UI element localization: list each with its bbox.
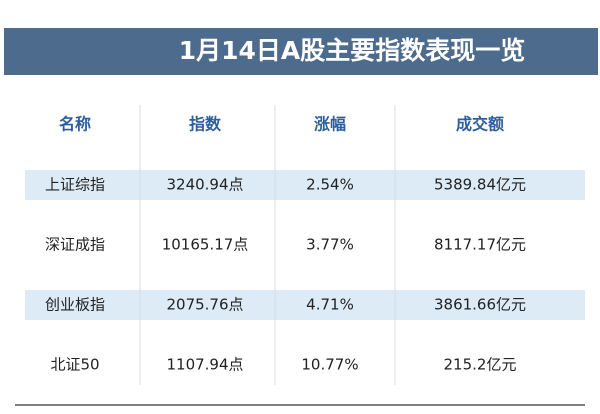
table-cell: 1107.94点	[166, 356, 243, 374]
table-cell: 上证综指	[45, 176, 105, 194]
column-header: 名称	[59, 115, 91, 134]
table-cell: 8117.17亿元	[434, 236, 526, 254]
column-header: 涨幅	[314, 115, 346, 134]
column-header: 指数	[189, 115, 222, 134]
table-cell: 2.54%	[306, 176, 354, 194]
table-cell: 3240.94点	[166, 176, 243, 194]
table-cell: 10165.17点	[162, 236, 249, 254]
table-cell: 2075.76点	[166, 296, 243, 314]
table-cell: 北证50	[50, 356, 99, 374]
title-bar	[4, 28, 598, 75]
table-cell: 5389.84亿元	[434, 176, 526, 194]
table-cell: 4.71%	[306, 296, 354, 314]
table-cell: 215.2亿元	[444, 356, 517, 374]
table-cell: 3.77%	[306, 236, 354, 254]
table-cell: 深证成指	[45, 236, 105, 254]
table-cell: 3861.66亿元	[434, 296, 526, 314]
column-header: 成交额	[456, 115, 504, 134]
row-band	[25, 170, 585, 200]
title: 1月14日A股主要指数表现一览	[179, 36, 526, 65]
row-band	[25, 290, 585, 320]
table-cell: 创业板指	[45, 296, 105, 314]
table-cell: 10.77%	[301, 356, 358, 374]
